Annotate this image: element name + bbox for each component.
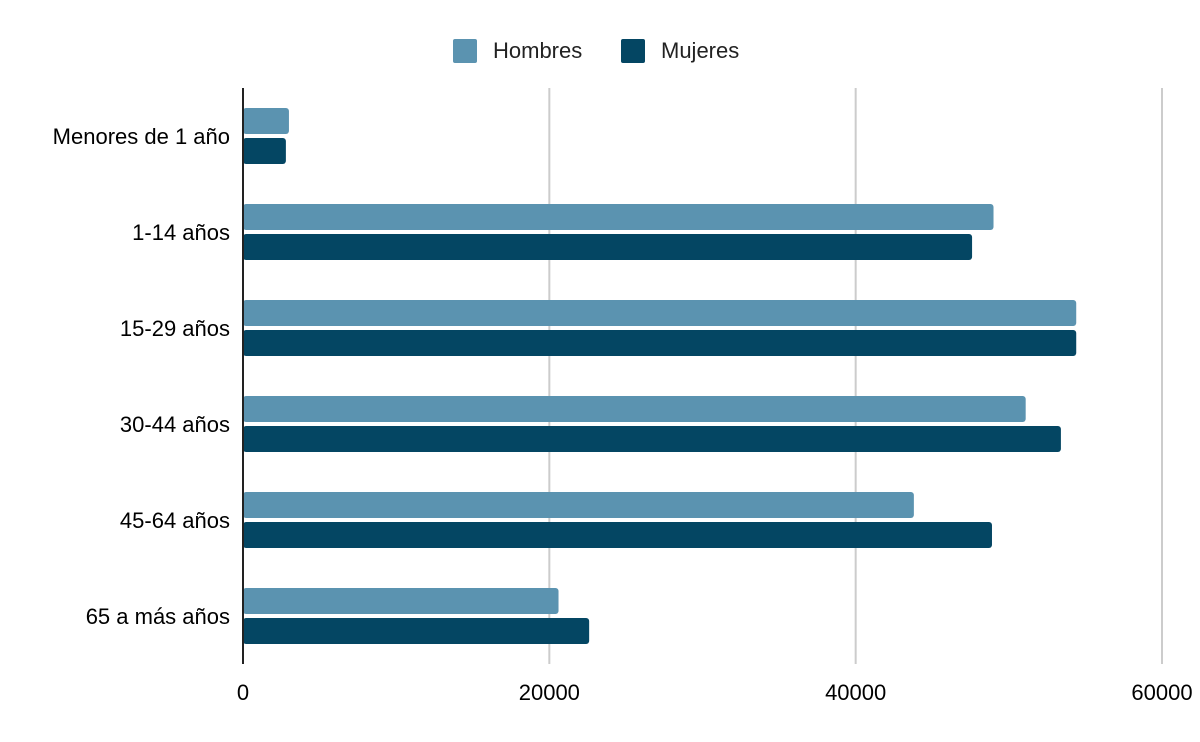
bar (243, 300, 1077, 326)
x-tick-label: 60000 (1131, 680, 1192, 705)
x-tick-label: 0 (237, 680, 249, 705)
bar (243, 492, 914, 518)
bars (243, 108, 1077, 644)
category-label: 65 a más años (86, 604, 230, 629)
category-label: 45-64 años (120, 508, 230, 533)
x-axis-labels: 0 20000 40000 60000 (237, 680, 1193, 705)
legend-label: Hombres (493, 38, 582, 63)
bar (243, 426, 1061, 452)
bar (243, 330, 1077, 356)
legend-label: Mujeres (661, 38, 739, 63)
category-label: 15-29 años (120, 316, 230, 341)
category-label: Menores de 1 año (53, 124, 230, 149)
bar (243, 396, 1026, 422)
y-axis-labels: Menores de 1 año 1-14 años 15-29 años 30-44… (53, 124, 230, 629)
category-label: 1-14 años (132, 220, 230, 245)
legend: Hombres Mujeres (453, 38, 739, 63)
bar (243, 588, 559, 614)
bar (243, 204, 994, 230)
bar (243, 108, 289, 134)
x-tick-label: 40000 (825, 680, 886, 705)
bar (243, 618, 590, 644)
category-label: 30-44 años (120, 412, 230, 437)
legend-swatch (621, 39, 645, 63)
x-tick-label: 20000 (519, 680, 580, 705)
bar (243, 138, 286, 164)
grid-lines (548, 88, 1163, 664)
bar (243, 522, 992, 548)
legend-swatch (453, 39, 477, 63)
bar (243, 234, 973, 260)
